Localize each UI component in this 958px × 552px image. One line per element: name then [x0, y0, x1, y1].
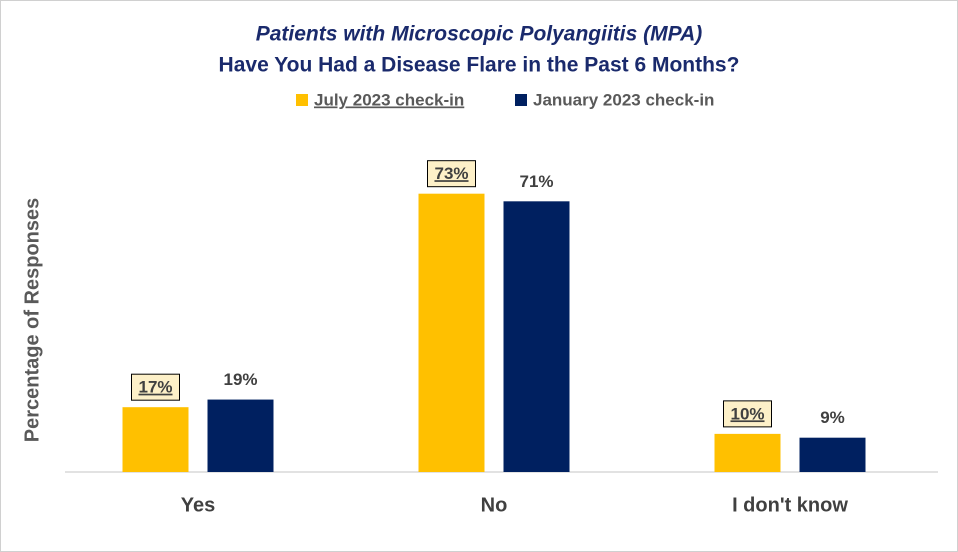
data-label-box	[427, 160, 476, 188]
bar	[503, 201, 570, 472]
bar	[122, 407, 189, 472]
legend-label: January 2023 check-in	[533, 90, 714, 109]
legend-label: July 2023 check-in	[314, 90, 464, 109]
x-tick-label: No	[481, 494, 508, 516]
chart-subtitle: Have You Had a Disease Flare in the Past…	[219, 54, 740, 77]
data-label-box	[723, 400, 772, 428]
bar	[799, 437, 866, 472]
data-label: 17%	[138, 378, 172, 397]
chart-title: Patients with Microscopic Polyangiitis (…	[256, 23, 703, 46]
data-label: 9%	[820, 408, 845, 427]
x-tick-label: Yes	[181, 494, 215, 516]
legend-swatch	[515, 94, 527, 106]
bar	[418, 193, 485, 472]
data-label-box	[131, 373, 180, 401]
bar	[714, 433, 781, 472]
legend-swatch	[296, 94, 308, 106]
x-tick-label: I don't know	[732, 494, 848, 516]
data-label: 10%	[730, 404, 764, 423]
bar	[207, 399, 274, 472]
data-label: 71%	[519, 172, 553, 191]
data-label: 19%	[223, 370, 257, 389]
y-axis-label: Percentage of Responses	[21, 198, 43, 443]
data-label: 73%	[434, 164, 468, 183]
